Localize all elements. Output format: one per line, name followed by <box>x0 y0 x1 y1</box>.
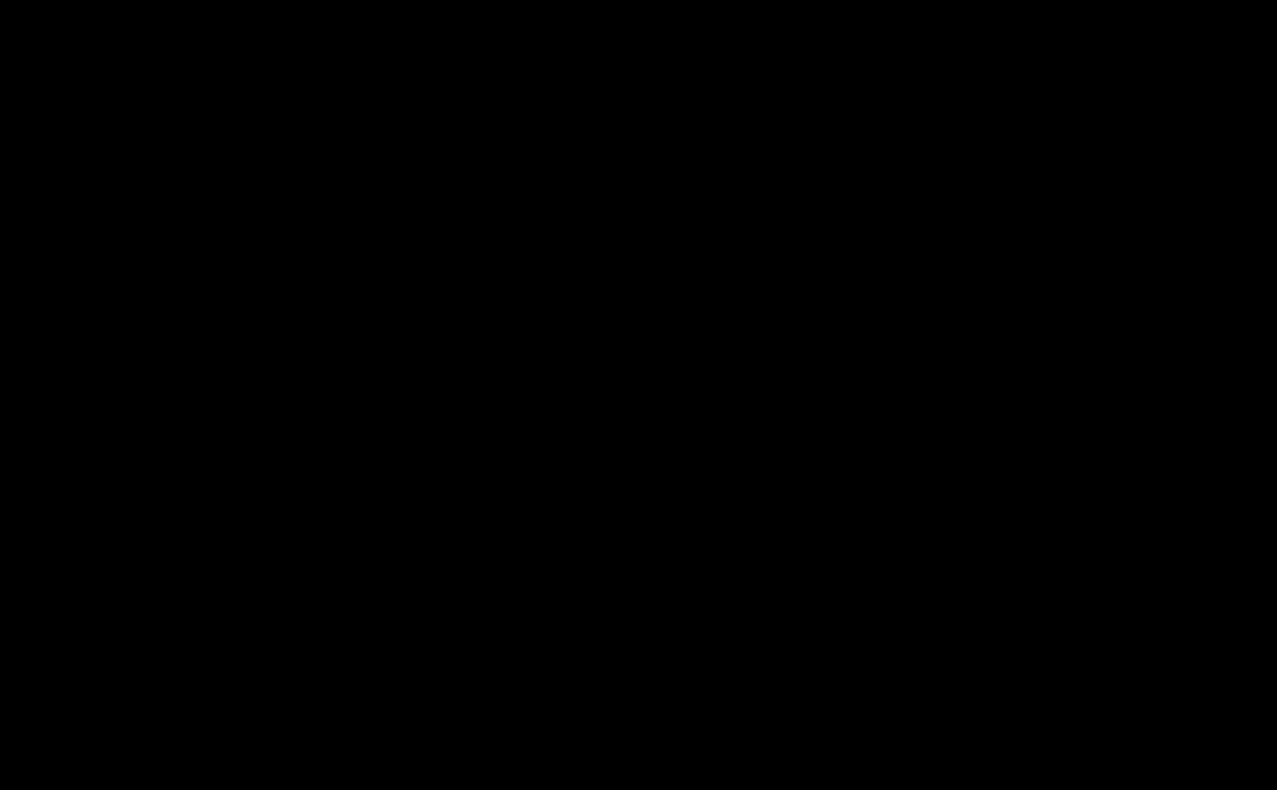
word-cloud <box>0 0 1277 790</box>
